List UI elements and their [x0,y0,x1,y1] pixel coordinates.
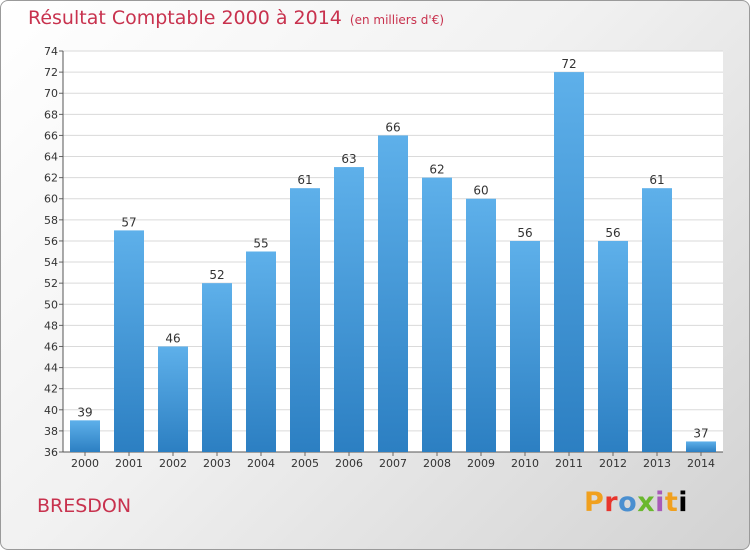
bar-2000 [70,420,100,452]
bar-2014 [686,441,716,452]
x-tick-label-2000: 2000 [71,457,99,470]
value-label-2014: 37 [693,426,708,440]
x-tick-label-2013: 2013 [643,457,671,470]
y-tick-label: 68 [44,108,58,121]
commune-name: BRESDON [37,495,132,517]
bar-2013 [642,188,672,452]
y-tick-label: 48 [44,319,58,332]
x-tick-label-2010: 2010 [511,457,539,470]
chart-title-text: Résultat Comptable 2000 à 2014 [28,7,342,29]
x-tick-label-2001: 2001 [115,457,143,470]
bar-2001 [114,230,144,452]
x-tick-label-2011: 2011 [555,457,583,470]
y-tick-label: 40 [44,404,58,417]
value-label-2004: 55 [253,237,268,251]
x-tick-label-2003: 2003 [203,457,231,470]
chart-subtitle: (en milliers d'€) [349,13,445,27]
y-tick-label: 50 [44,298,58,311]
y-tick-label: 54 [44,256,58,269]
value-label-2012: 56 [605,226,620,240]
y-tick-label: 66 [44,129,58,142]
value-label-2008: 62 [429,163,444,177]
bar-2004 [246,251,276,452]
y-tick-label: 46 [44,340,58,353]
x-tick-label-2009: 2009 [467,457,495,470]
value-label-2002: 46 [165,331,180,345]
x-tick-label-2004: 2004 [247,457,275,470]
y-tick-label: 70 [44,87,58,100]
y-tick-label: 52 [44,277,58,290]
y-tick-label: 62 [44,172,58,185]
y-tick-label: 56 [44,235,58,248]
y-tick-label: 42 [44,383,58,396]
bar-2006 [334,167,364,452]
bar-2011 [554,72,584,453]
bar-2008 [422,177,452,452]
bar-2007 [378,135,408,452]
y-tick-label: 58 [44,214,58,227]
value-label-2005: 61 [297,173,312,187]
y-tick-label: 64 [44,151,58,164]
value-label-2006: 63 [341,152,356,166]
y-tick-label: 72 [44,66,58,79]
y-tick-label: 60 [44,193,58,206]
x-tick-label-2006: 2006 [335,457,363,470]
value-label-2011: 72 [561,57,576,71]
value-label-2000: 39 [77,405,92,419]
bar-2003 [202,283,232,452]
y-tick-label: 44 [44,362,58,375]
bar-2012 [598,240,628,452]
bar-2009 [466,198,496,452]
value-label-2001: 57 [121,215,136,229]
chart-title: Résultat Comptable 2000 à 2014 (en millie… [28,7,444,29]
y-tick-label: 74 [44,45,58,58]
x-tick-label-2014: 2014 [687,457,715,470]
x-tick-label-2002: 2002 [159,457,187,470]
value-label-2010: 56 [517,226,532,240]
y-tick-label: 36 [44,446,58,459]
x-tick-label-2005: 2005 [291,457,319,470]
value-label-2013: 61 [649,173,664,187]
value-label-2003: 52 [209,268,224,282]
x-tick-label-2012: 2012 [599,457,627,470]
x-tick-label-2008: 2008 [423,457,451,470]
bar-2010 [510,240,540,452]
bar-2005 [290,188,320,452]
value-label-2007: 66 [385,120,400,134]
value-label-2009: 60 [473,184,488,198]
y-tick-label: 38 [44,425,58,438]
x-tick-label-2007: 2007 [379,457,407,470]
bar-2002 [158,346,188,452]
proxiti-logo: Proxiti [584,487,689,518]
